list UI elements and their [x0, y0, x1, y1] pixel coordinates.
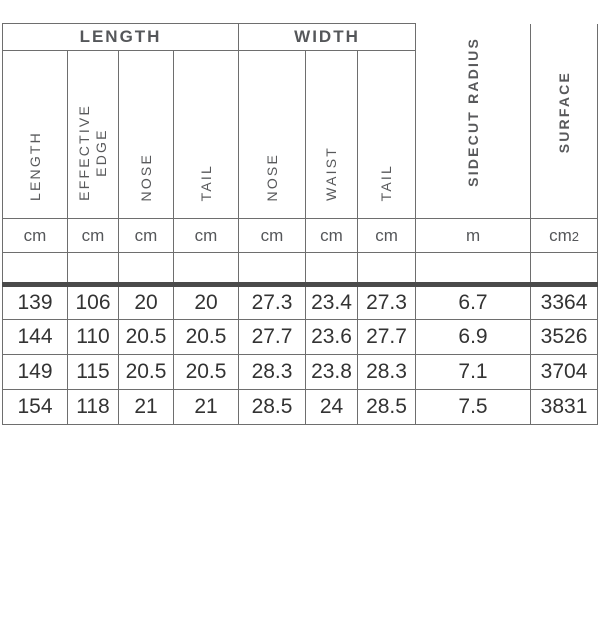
data-cell: 3704	[530, 354, 599, 390]
data-cell: 21	[118, 389, 174, 425]
data-cell: 7.1	[415, 354, 532, 390]
col-header-waist-width-label: WAIST	[323, 146, 340, 201]
spec-table: LENGTH WIDTH SIDECUT RADIUS SURFACE LENG…	[1, 23, 599, 425]
data-cell: 24	[305, 389, 359, 425]
unit-cell: m	[415, 218, 532, 253]
data-cell: 7.5	[415, 389, 532, 425]
spacer-cell	[172, 252, 240, 287]
data-cell: 28.3	[238, 354, 307, 390]
col-header-surface: SURFACE	[530, 23, 599, 219]
data-cell: 3526	[530, 319, 599, 355]
data-cell: 27.7	[357, 319, 417, 355]
spacer-cell	[415, 252, 532, 287]
spacer-cell	[530, 252, 599, 287]
data-cell: 110	[67, 319, 119, 355]
unit-cell: cm	[172, 218, 240, 253]
unit-cell: cm	[118, 218, 174, 253]
col-header-nose-width-label: NOSE	[263, 152, 280, 201]
col-header-tail-length-label: TAIL	[197, 163, 214, 201]
data-cell: 149	[2, 354, 68, 390]
col-header-tail-length: TAIL	[172, 50, 240, 219]
spacer-cell	[118, 252, 174, 287]
data-cell: 20.5	[172, 319, 240, 355]
col-header-length: LENGTH	[2, 50, 68, 219]
table-row: 154 118 21 21 28.5 24 28.5 7.5 3831	[2, 389, 599, 425]
data-cell: 154	[2, 389, 68, 425]
data-cell: 3831	[530, 389, 599, 425]
effective-edge-line1: EFFECTIVE	[76, 104, 93, 201]
unit-cell-surface: cm2	[530, 218, 599, 253]
col-header-sidecut-radius: SIDECUT RADIUS	[415, 23, 532, 219]
col-header-nose-width: NOSE	[238, 50, 307, 219]
data-cell: 27.7	[238, 319, 307, 355]
data-cell: 3364	[530, 284, 599, 320]
table-row: 149 115 20.5 20.5 28.3 23.8 28.3 7.1 370…	[2, 354, 599, 390]
unit-cell: cm	[357, 218, 417, 253]
data-cell: 20.5	[172, 354, 240, 390]
data-cell: 20	[118, 284, 174, 320]
col-header-tail-width: TAIL	[357, 50, 417, 219]
group-header-row: LENGTH WIDTH SIDECUT RADIUS SURFACE	[1, 23, 599, 219]
data-cell: 27.3	[238, 284, 307, 320]
col-header-nose-length-label: NOSE	[137, 152, 154, 201]
data-cell: 144	[2, 319, 68, 355]
data-cell: 106	[67, 284, 119, 320]
data-cell: 20.5	[118, 354, 174, 390]
column-header-row: LENGTH EFFECTIVE EDGE NOSE TAIL NOSE WAI…	[2, 50, 598, 219]
unit-cell: cm	[305, 218, 359, 253]
spacer-cell	[238, 252, 307, 287]
data-cell: 23.8	[305, 354, 359, 390]
spacer-cell	[2, 252, 68, 287]
data-cell: 115	[67, 354, 119, 390]
col-header-effective-edge-label: EFFECTIVE EDGE	[76, 104, 110, 201]
col-header-length-label: LENGTH	[26, 131, 43, 201]
col-header-tail-width-label: TAIL	[378, 163, 395, 201]
data-cell: 118	[67, 389, 119, 425]
group-header-width: WIDTH	[238, 23, 417, 51]
col-header-waist-width: WAIST	[305, 50, 359, 219]
data-cell: 139	[2, 284, 68, 320]
unit-cell: cm	[2, 218, 68, 253]
col-header-surface-label: SURFACE	[555, 71, 572, 154]
spacer-row	[2, 252, 599, 287]
data-cell: 6.9	[415, 319, 532, 355]
data-cell: 20.5	[118, 319, 174, 355]
surface-unit-exponent: 2	[571, 228, 579, 244]
table-row: 144 110 20.5 20.5 27.7 23.6 27.7 6.9 352…	[2, 319, 599, 355]
data-cell: 20	[172, 284, 240, 320]
data-cell: 23.6	[305, 319, 359, 355]
spacer-cell	[305, 252, 359, 287]
group-header-length: LENGTH	[1, 23, 240, 51]
data-cell: 28.5	[357, 389, 417, 425]
data-cell: 23.4	[305, 284, 359, 320]
col-header-effective-edge: EFFECTIVE EDGE	[67, 50, 119, 219]
data-cell: 28.5	[238, 389, 307, 425]
unit-cell: cm	[67, 218, 119, 253]
data-cell: 27.3	[357, 284, 417, 320]
col-header-nose-length: NOSE	[118, 50, 174, 219]
col-header-sidecut-radius-label: SIDECUT RADIUS	[464, 37, 481, 188]
data-cell: 6.7	[415, 284, 532, 320]
unit-cell: cm	[238, 218, 307, 253]
units-row: cm cm cm cm cm cm cm m cm2	[2, 218, 599, 253]
data-cell: 21	[172, 389, 240, 425]
data-cell: 28.3	[357, 354, 417, 390]
effective-edge-line2: EDGE	[93, 128, 109, 177]
spacer-cell	[67, 252, 119, 287]
surface-unit-base: cm	[549, 225, 572, 245]
spacer-cell	[357, 252, 417, 287]
table-row: 139 106 20 20 27.3 23.4 27.3 6.7 3364	[2, 284, 599, 320]
